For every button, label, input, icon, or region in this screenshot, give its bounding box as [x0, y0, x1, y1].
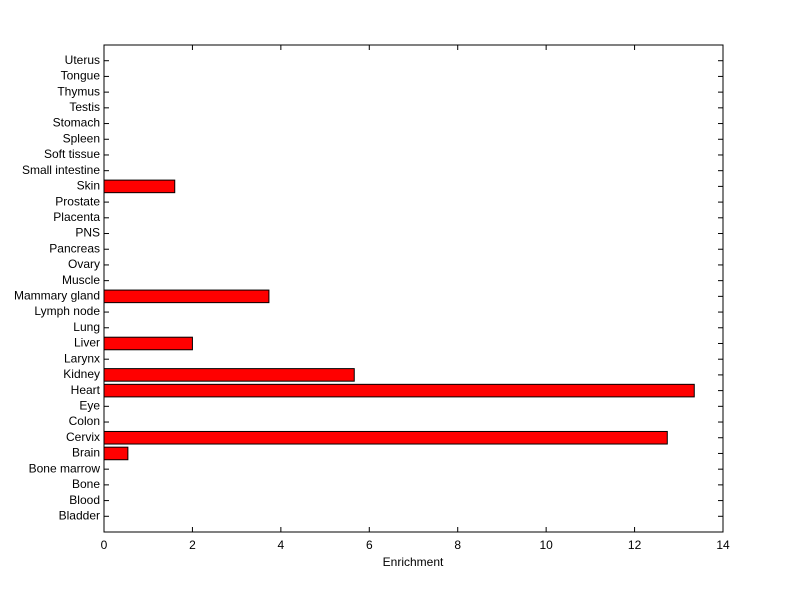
- y-tick-label: Stomach: [53, 116, 100, 130]
- x-tick-label: 4: [278, 538, 285, 552]
- y-tick-label: Brain: [72, 446, 100, 460]
- x-tick-label: 8: [454, 538, 461, 552]
- y-tick-label: Colon: [69, 414, 100, 428]
- y-tick-label: Bladder: [59, 508, 100, 522]
- bar: [103, 430, 668, 445]
- y-tick-label: Bone: [72, 477, 100, 491]
- y-tick-label: Placenta: [53, 210, 100, 224]
- y-tick-label: PNS: [75, 226, 100, 240]
- axes-frame: [103, 44, 724, 533]
- bar: [103, 368, 355, 382]
- x-tick-label: 10: [539, 538, 553, 552]
- y-tick-label: Uterus: [65, 53, 100, 67]
- x-tick-label: 0: [101, 538, 108, 552]
- x-tick-label: 12: [628, 538, 642, 552]
- y-tick-label: Larynx: [64, 351, 100, 365]
- bar: [103, 289, 270, 304]
- y-tick-label: Soft tissue: [44, 147, 100, 161]
- x-tick-label: 6: [366, 538, 373, 552]
- y-tick-label: Cervix: [66, 430, 100, 444]
- bar: [103, 383, 695, 398]
- x-tick-label: 2: [189, 538, 196, 552]
- y-tick-label: Ovary: [68, 257, 100, 271]
- y-tick-label: Thymus: [57, 84, 100, 98]
- y-tick-label: Muscle: [62, 273, 100, 287]
- y-tick-label: Blood: [69, 493, 100, 507]
- y-tick-label: Heart: [71, 383, 101, 397]
- y-tick-label: Tongue: [61, 69, 101, 83]
- y-tick-label: Skin: [77, 179, 100, 193]
- bar: [103, 446, 129, 461]
- plot-area: [104, 45, 723, 532]
- y-tick-label: Testis: [69, 100, 100, 114]
- y-tick-label: Liver: [74, 336, 100, 350]
- bar: [103, 179, 176, 194]
- y-tick-label: Prostate: [55, 194, 100, 208]
- y-tick-label: Bone marrow: [29, 461, 101, 475]
- y-tick-label: Lymph node: [34, 304, 100, 318]
- y-tick-label: Eye: [79, 398, 100, 412]
- y-tick-label: Kidney: [63, 367, 100, 381]
- x-tick-label: 14: [716, 538, 730, 552]
- y-tick-label: Mammary gland: [14, 289, 100, 303]
- x-axis-label: Enrichment: [383, 555, 444, 569]
- bar: [103, 336, 193, 351]
- y-tick-label: Spleen: [63, 131, 100, 145]
- y-tick-label: Lung: [73, 320, 100, 334]
- y-tick-label: Pancreas: [49, 241, 100, 255]
- y-tick-label: Small intestine: [22, 163, 100, 177]
